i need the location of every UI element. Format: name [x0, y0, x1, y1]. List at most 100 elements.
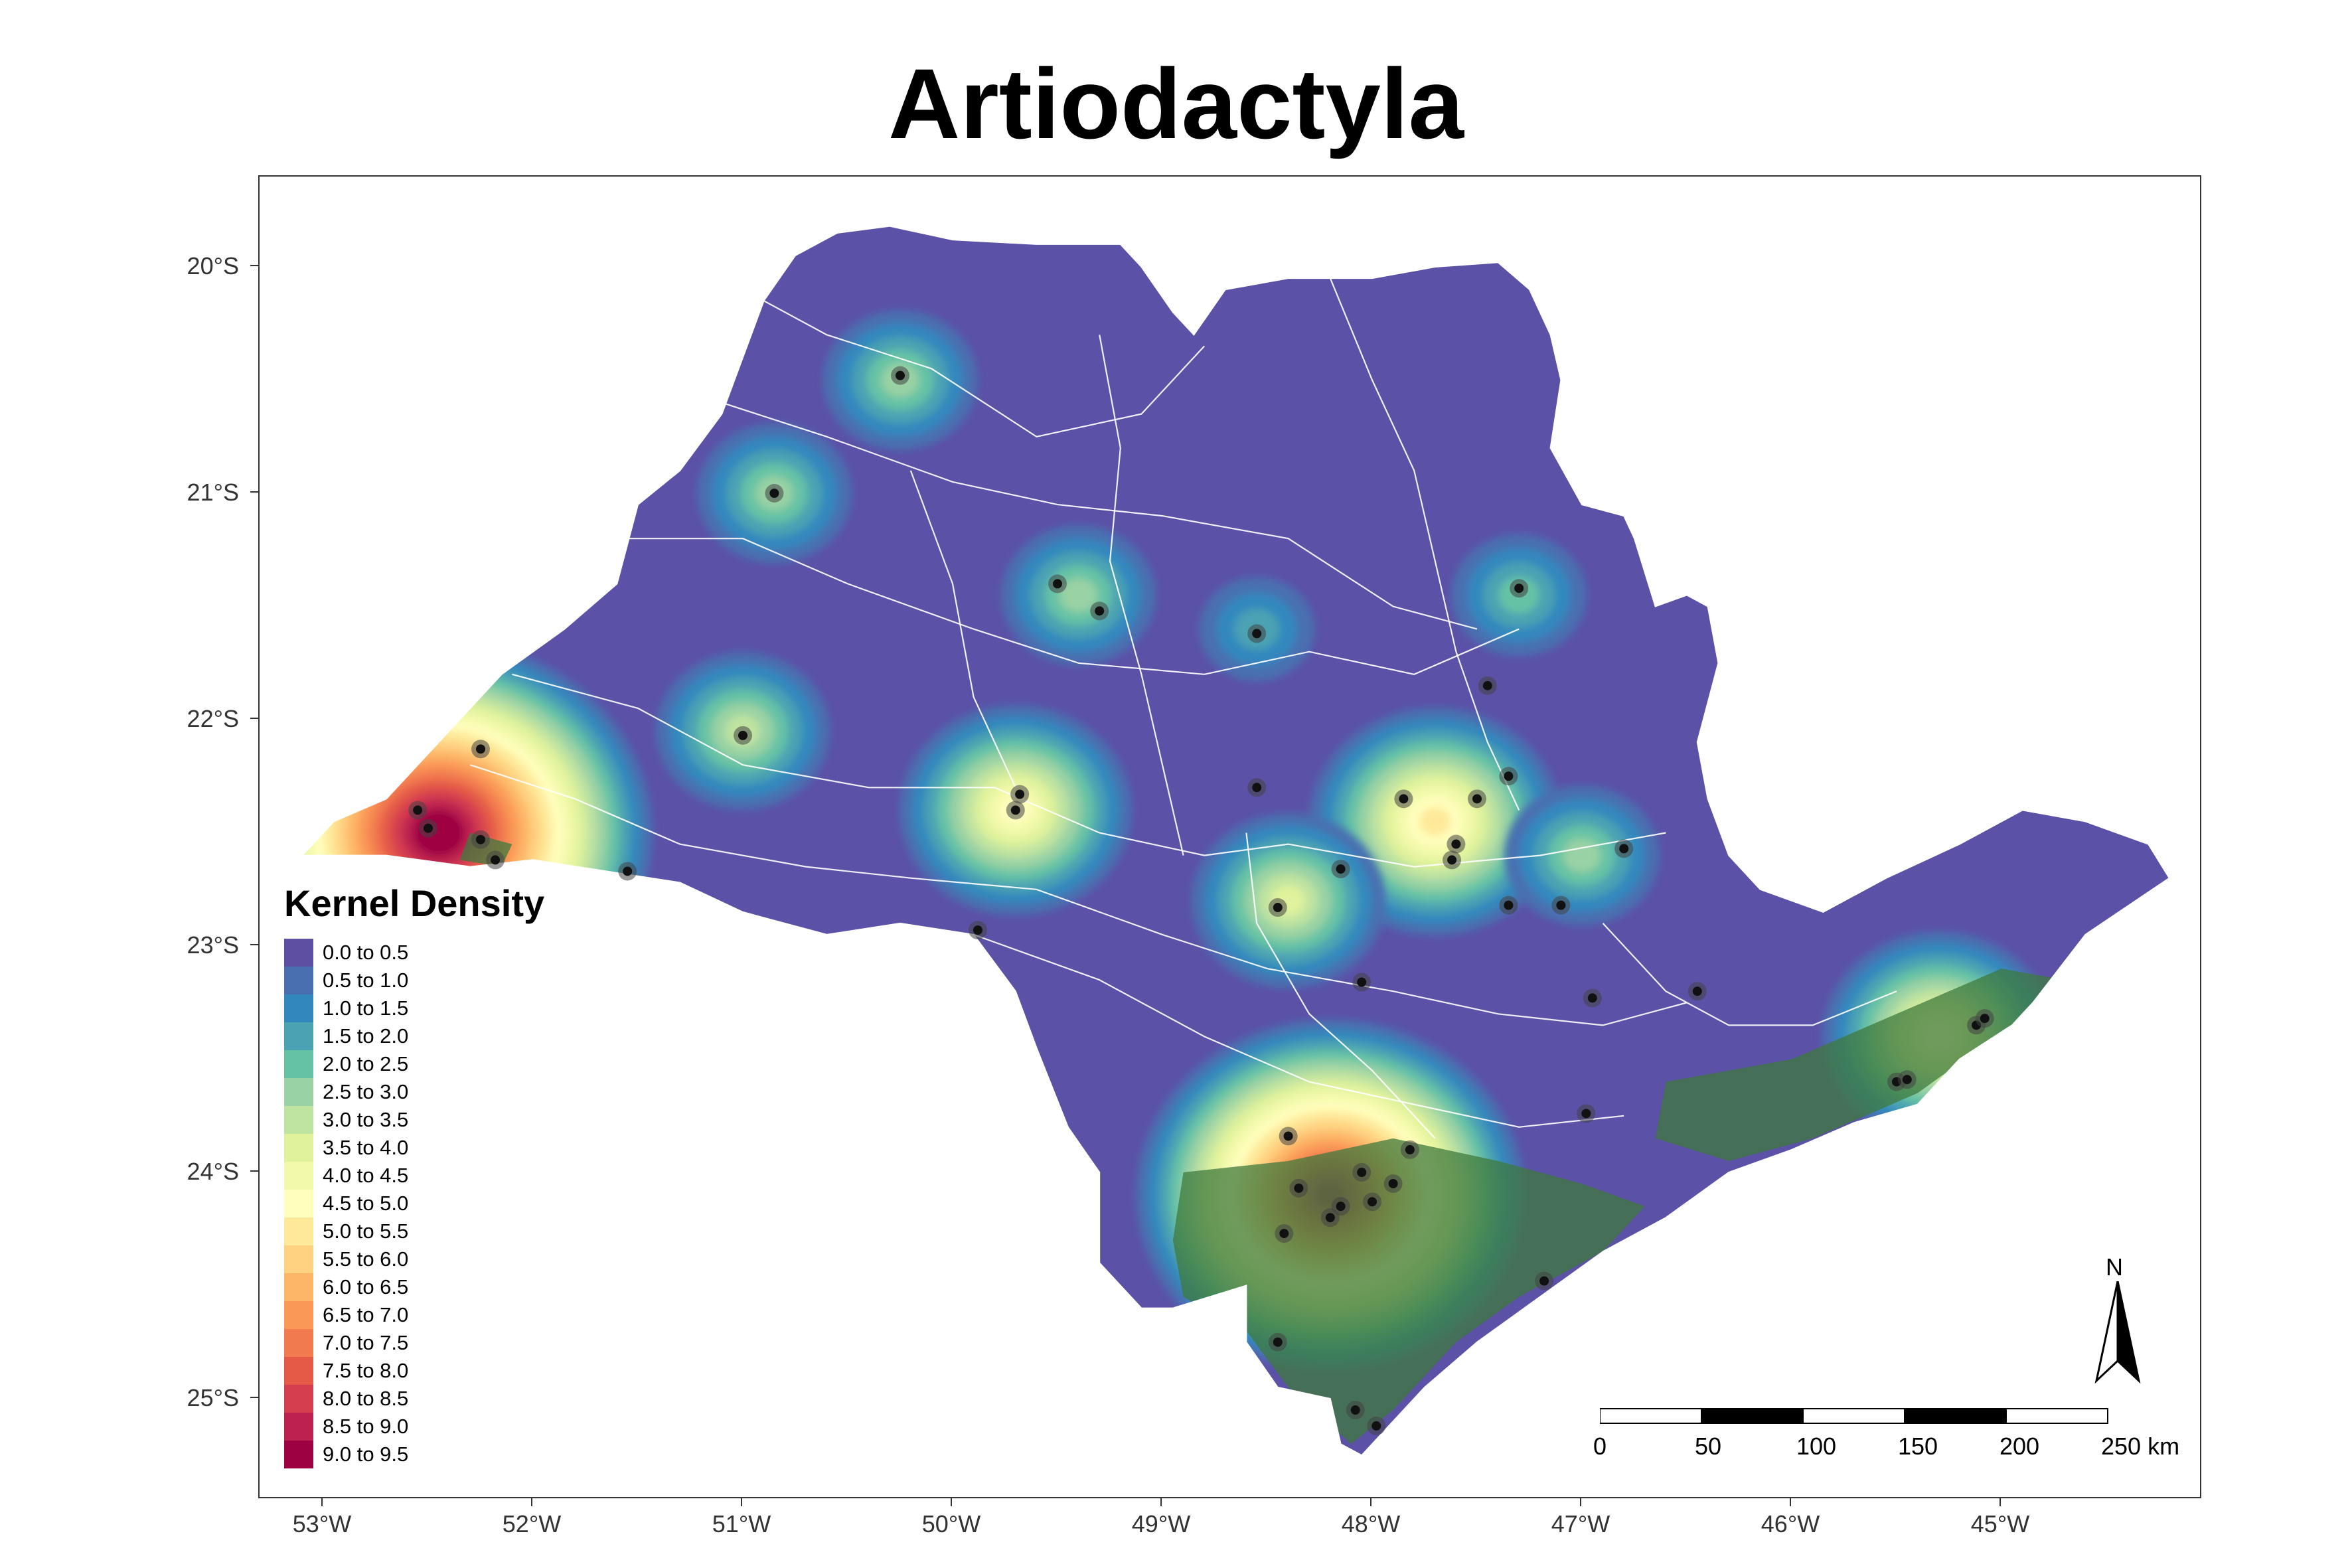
scale-segment — [1701, 1408, 1804, 1424]
x-tick-label: 51°W — [712, 1510, 771, 1537]
legend-swatch — [284, 1190, 313, 1217]
watershed-line — [1602, 923, 1897, 1026]
legend-item: 5.0 to 5.5 — [284, 1217, 408, 1245]
occurrence-point — [1325, 1213, 1335, 1223]
legend-item: 6.5 to 7.0 — [284, 1301, 409, 1329]
y-tick — [250, 944, 258, 945]
occurrence-point — [1388, 1179, 1398, 1189]
occurrence-point — [1482, 680, 1492, 690]
density-ring — [1563, 838, 1601, 873]
y-tick-label: 20°S — [187, 252, 239, 279]
y-tick-label: 23°S — [187, 931, 239, 959]
watershed-line — [909, 470, 1016, 788]
x-tick — [531, 1498, 532, 1506]
watershed-line — [722, 402, 1478, 630]
legend-label: 2.0 to 2.5 — [323, 1052, 409, 1075]
occurrence-point — [1294, 1183, 1304, 1193]
legend-label: 3.0 to 3.5 — [323, 1108, 409, 1131]
legend-swatch — [284, 1413, 313, 1441]
watershed-line — [1329, 277, 1520, 811]
occurrence-point — [413, 805, 423, 815]
occurrence-point — [1368, 1197, 1377, 1207]
watershed-line — [617, 538, 1520, 675]
y-tick — [250, 1397, 258, 1398]
occurrence-point — [1273, 903, 1283, 913]
occurrence-point — [623, 866, 633, 876]
scale-label: 150 — [1898, 1433, 1938, 1460]
scale-segment — [1904, 1408, 2007, 1424]
scale-label: 100 — [1796, 1433, 1837, 1460]
legend-swatch — [284, 1357, 313, 1385]
legend-item: 8.0 to 8.5 — [284, 1385, 408, 1413]
legend-swatch — [284, 1134, 313, 1162]
x-tick-label: 47°W — [1551, 1510, 1610, 1537]
legend-item: 4.5 to 5.0 — [284, 1190, 408, 1217]
x-tick-label: 49°W — [1131, 1510, 1191, 1537]
legend-swatch — [284, 967, 313, 994]
legend-label: 6.5 to 7.0 — [323, 1303, 409, 1326]
legend-swatch — [284, 1441, 313, 1468]
y-tick-label: 25°S — [187, 1384, 239, 1411]
occurrence-point — [1372, 1421, 1381, 1431]
x-tick — [321, 1498, 323, 1506]
watershed-line — [1245, 832, 1436, 1139]
legend-swatch — [284, 1217, 313, 1245]
legend-item: 7.0 to 7.5 — [284, 1329, 409, 1357]
x-tick — [1370, 1498, 1372, 1506]
forest-patch — [1655, 969, 2065, 1161]
legend-swatch — [284, 1301, 313, 1329]
occurrence-point — [1581, 1109, 1591, 1119]
occurrence-point — [476, 834, 485, 844]
occurrence-point — [1010, 805, 1020, 815]
x-tick-label: 46°W — [1761, 1510, 1820, 1537]
legend-item: 2.5 to 3.0 — [284, 1078, 408, 1106]
occurrence-point — [1504, 771, 1514, 781]
legend-label: 6.0 to 6.5 — [323, 1275, 409, 1298]
occurrence-point — [1336, 1202, 1346, 1212]
occurrence-point — [476, 744, 485, 754]
x-tick-label: 52°W — [502, 1510, 562, 1537]
x-tick-label: 48°W — [1341, 1510, 1401, 1537]
legend-item: 3.0 to 3.5 — [284, 1106, 409, 1134]
legend-label: 5.5 to 6.0 — [323, 1247, 409, 1271]
legend-swatch — [284, 939, 313, 967]
legend-swatch — [284, 1106, 313, 1134]
occurrence-point — [1980, 1014, 1990, 1024]
occurrence-point — [424, 823, 433, 833]
occurrence-point — [896, 370, 905, 380]
x-tick-label: 50°W — [921, 1510, 981, 1537]
occurrence-point — [1095, 606, 1105, 616]
y-tick — [250, 718, 258, 719]
legend-item: 2.0 to 2.5 — [284, 1050, 409, 1078]
occurrence-point — [1514, 584, 1524, 593]
legend-swatch — [284, 1162, 313, 1190]
density-ring — [1419, 807, 1451, 836]
legend-swatch — [284, 1050, 313, 1078]
legend-label: 7.0 to 7.5 — [323, 1331, 409, 1354]
map-panel — [258, 175, 2201, 1498]
legend-item: 0.5 to 1.0 — [284, 967, 408, 994]
legend-label: 3.5 to 4.0 — [323, 1136, 409, 1159]
x-tick — [1580, 1498, 1581, 1506]
north-arrow-icon — [2094, 1281, 2141, 1384]
legend-label: 4.5 to 5.0 — [323, 1192, 409, 1215]
density-hotspot — [1191, 813, 1385, 988]
state-outline — [301, 225, 2171, 1456]
y-tick — [250, 1170, 258, 1172]
occurrence-point — [1350, 1405, 1360, 1415]
legend-swatch — [284, 1385, 313, 1413]
legend-swatch — [284, 1022, 313, 1050]
legend-label: 4.0 to 4.5 — [323, 1164, 409, 1187]
map-title: Artiodactyla — [888, 48, 1464, 159]
occurrence-point — [1279, 1229, 1289, 1239]
legend-swatch — [284, 1273, 313, 1301]
legend-label: 0.0 to 0.5 — [323, 941, 409, 964]
scale-label: 50 — [1695, 1433, 1722, 1460]
legend-item: 5.5 to 6.0 — [284, 1245, 409, 1273]
legend-label: 0.5 to 1.0 — [323, 969, 409, 992]
x-tick — [1160, 1498, 1162, 1506]
legend-item: 8.5 to 9.0 — [284, 1413, 408, 1441]
occurrence-point — [1273, 1337, 1283, 1347]
x-tick-label: 45°W — [1970, 1510, 2030, 1537]
legend-item: 1.5 to 2.0 — [284, 1022, 408, 1050]
